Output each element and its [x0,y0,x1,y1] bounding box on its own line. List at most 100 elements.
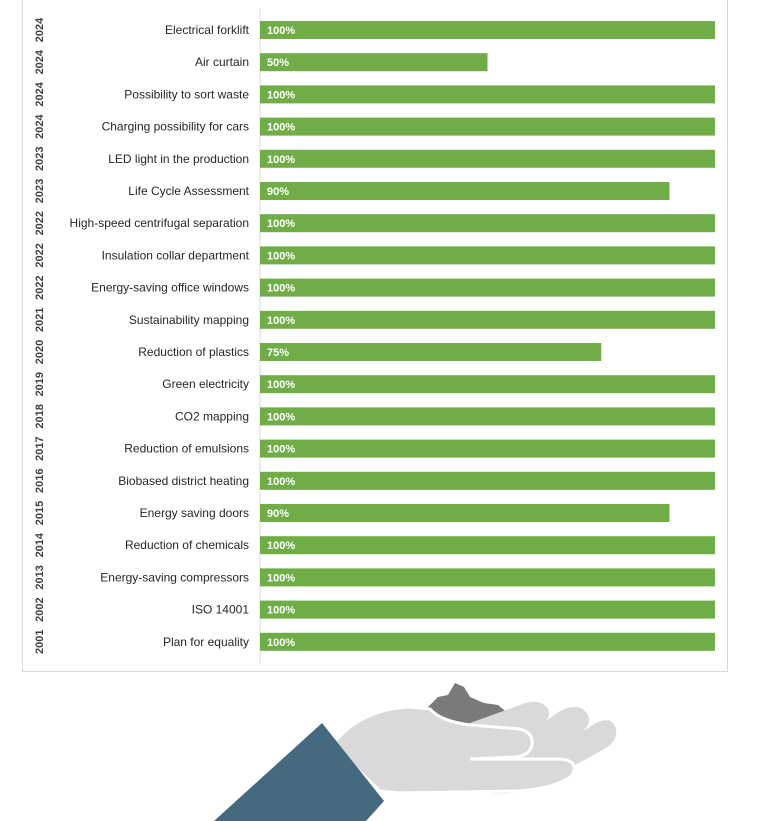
bar-row: 2013 Energy-saving compressors 100% [34,565,715,590]
data-label: 100% [267,250,295,262]
bar [260,53,488,72]
data-label: 100% [267,444,295,456]
year-label: 2023 [34,179,46,203]
year-label: 2015 [34,501,46,525]
bar-row: 2002 ISO 14001 100% [34,597,715,622]
bar [260,182,670,200]
bar-row: 2022 Energy-saving office windows 100% [34,275,715,300]
bar [260,21,715,39]
year-label: 2017 [34,436,46,460]
data-label: 100% [267,315,295,327]
category-label: Green electricity [162,377,249,391]
bar-row: 2020 Reduction of plastics 75% [34,340,602,364]
bar [260,343,602,361]
bar [260,85,715,104]
bar [260,310,715,329]
category-label: Electrical forklift [165,23,250,37]
data-label: 75% [267,347,289,359]
category-label: Energy saving doors [140,506,249,520]
data-label: 100% [267,476,295,488]
category-label: Energy-saving compressors [100,570,249,584]
bar [260,471,715,490]
bar-row: 2001 Plan for equality 100% [34,630,715,654]
year-label: 2001 [34,630,46,654]
category-label: Biobased district heating [118,474,249,488]
data-label: 100% [267,411,295,423]
year-label: 2020 [34,340,46,364]
data-label: 100% [267,283,295,295]
category-label: Reduction of emulsions [124,442,249,456]
year-label: 2021 [34,308,46,332]
bar [260,375,715,394]
bar-row: 2021 Sustainability mapping 100% [34,308,715,332]
bar-row: 2014 Reduction of chemicals 100% [34,532,715,557]
bar-row: 2023 LED light in the production 100% [34,147,715,171]
data-label: 90% [267,186,289,198]
year-label: 2024 [34,17,46,42]
category-label: ISO 14001 [192,603,250,617]
year-label: 2024 [34,49,46,74]
data-label: 100% [267,89,295,101]
category-label: Energy-saving office windows [91,281,249,295]
bar-row: 2016 Biobased district heating 100% [34,469,715,493]
bar [260,149,715,168]
data-label: 100% [267,122,295,134]
year-label: 2014 [34,532,46,557]
category-label: CO2 mapping [175,409,249,423]
category-label: High-speed centrifugal separation [70,216,249,230]
bar-row: 2024 Electrical forklift 100% [34,17,715,42]
year-label: 2022 [34,275,46,299]
data-label: 90% [267,508,289,520]
category-label: Reduction of chemicals [125,538,249,552]
year-label: 2019 [34,372,46,396]
bar [260,246,715,265]
data-label: 100% [267,379,295,391]
bar-row: 2024 Charging possibility for cars 100% [34,113,715,139]
category-label: Possibility to sort waste [124,87,249,101]
category-label: Life Cycle Assessment [128,184,249,198]
data-label: 100% [267,540,295,552]
year-label: 2013 [34,565,46,589]
year-label: 2024 [34,113,46,138]
bar-chart: 2024 Electrical forklift 100% 2024 Air curta… [34,8,715,664]
year-label: 2022 [34,243,46,267]
bar-row: 2019 Green electricity 100% [34,372,715,396]
data-label: 50% [267,57,289,69]
bar [260,632,715,651]
chart-frame: 2024 Electrical forklift 100% 2024 Air curta… [22,0,728,672]
category-label: Air curtain [195,55,249,69]
bar [260,214,715,233]
bar [260,407,715,426]
category-label: Sustainability mapping [129,313,249,327]
hand-holding-soil-icon [214,683,617,821]
year-label: 2023 [34,147,46,171]
year-label: 2024 [34,81,46,106]
bar-row: 2023 Life Cycle Assessment 90% [34,179,670,203]
category-label: LED light in the production [108,152,249,166]
category-label: Plan for equality [163,635,249,649]
bar [260,600,715,619]
bar-row: 2022 Insulation collar department 100% [34,243,715,268]
year-label: 2016 [34,469,46,493]
data-label: 100% [267,605,295,617]
bar [260,504,670,522]
year-label: 2018 [34,404,46,428]
bar-row: 2024 Air curtain 50% [34,49,488,74]
data-label: 100% [267,637,295,649]
category-label: Charging possibility for cars [102,120,249,134]
bar-row: 2018 CO2 mapping 100% [34,404,715,429]
bar-row: 2024 Possibility to sort waste 100% [34,81,715,107]
data-label: 100% [267,25,295,37]
bar [260,536,715,555]
bar-row: 2017 Reduction of emulsions 100% [34,436,715,461]
bar-row: 2015 Energy saving doors 90% [34,501,670,525]
sleeve [214,723,384,821]
year-label: 2022 [34,211,46,235]
bar [260,117,715,136]
year-label: 2002 [34,597,46,621]
data-label: 100% [267,218,295,230]
bar-row: 2022 High-speed centrifugal separation 100… [34,211,715,235]
category-label: Reduction of plastics [138,345,249,359]
bar [260,568,715,587]
data-label: 100% [267,572,295,584]
